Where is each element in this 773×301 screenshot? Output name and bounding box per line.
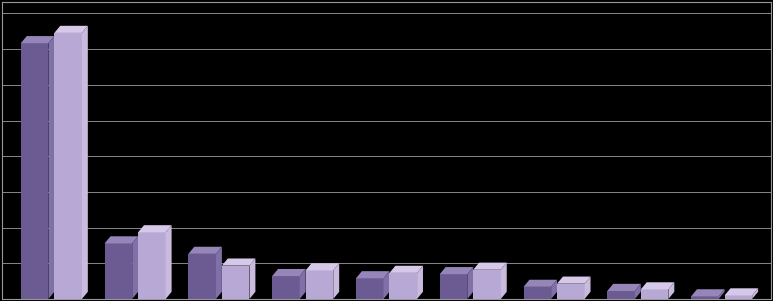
Bar [54,33,82,299]
Bar [724,295,752,299]
Polygon shape [189,247,222,254]
Polygon shape [635,284,641,299]
Bar [272,276,300,299]
Polygon shape [523,280,557,287]
Polygon shape [473,262,507,270]
Polygon shape [305,263,339,270]
Bar [641,289,669,299]
Polygon shape [584,277,591,299]
Polygon shape [719,289,724,299]
Bar [691,296,719,299]
Polygon shape [300,269,305,299]
Polygon shape [608,284,641,291]
Bar [21,43,49,299]
Polygon shape [272,269,305,276]
Polygon shape [222,259,255,265]
Polygon shape [216,247,222,299]
Polygon shape [54,26,88,33]
Polygon shape [82,26,88,299]
Bar [189,254,216,299]
Polygon shape [752,288,758,299]
Polygon shape [250,259,255,299]
Polygon shape [383,271,390,299]
Bar [104,244,132,299]
Bar [305,270,333,299]
Polygon shape [724,288,758,295]
Bar [523,287,551,299]
Polygon shape [104,236,138,244]
Polygon shape [669,282,674,299]
Polygon shape [356,271,390,278]
Bar [608,291,635,299]
Polygon shape [551,280,557,299]
Polygon shape [138,225,172,232]
Polygon shape [333,263,339,299]
Bar [557,284,584,299]
Polygon shape [21,36,54,43]
Polygon shape [641,282,674,289]
Polygon shape [49,36,54,299]
Polygon shape [501,262,507,299]
Polygon shape [165,225,172,299]
Polygon shape [440,267,473,274]
Bar [473,270,501,299]
Bar [390,273,417,299]
Polygon shape [390,266,423,273]
Polygon shape [691,289,724,296]
Bar [222,265,250,299]
Bar [356,278,383,299]
Polygon shape [557,277,591,284]
Bar [138,232,165,299]
Polygon shape [417,266,423,299]
Bar [440,274,468,299]
Polygon shape [132,236,138,299]
Polygon shape [468,267,473,299]
